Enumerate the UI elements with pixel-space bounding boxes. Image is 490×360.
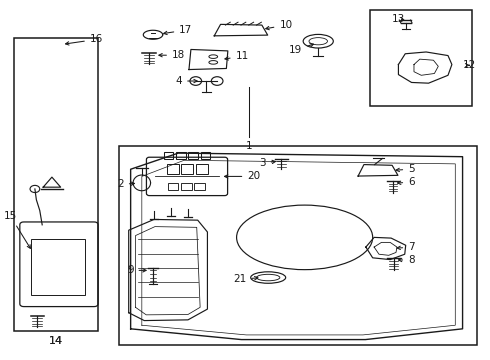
- Text: 1: 1: [245, 140, 252, 150]
- Text: 17: 17: [164, 25, 193, 35]
- Text: 21: 21: [233, 274, 258, 284]
- Bar: [181, 163, 194, 174]
- Text: 5: 5: [396, 164, 415, 174]
- Text: 20: 20: [224, 171, 260, 181]
- Text: 15: 15: [3, 211, 30, 248]
- Text: 3: 3: [259, 158, 275, 168]
- Bar: [31, 239, 85, 295]
- Text: 10: 10: [266, 20, 293, 30]
- Bar: [176, 152, 186, 159]
- Text: 4: 4: [175, 76, 197, 86]
- Text: 14: 14: [49, 336, 63, 346]
- Bar: [119, 146, 477, 345]
- Text: 6: 6: [397, 177, 415, 187]
- Bar: [168, 183, 178, 190]
- Text: 18: 18: [159, 50, 185, 60]
- Bar: [188, 152, 197, 159]
- Bar: [167, 163, 179, 174]
- Bar: [195, 183, 205, 190]
- Bar: [164, 152, 173, 159]
- Text: 19: 19: [289, 44, 314, 55]
- Text: 12: 12: [463, 60, 476, 70]
- Bar: [200, 152, 210, 159]
- Bar: [181, 183, 192, 190]
- Text: 2: 2: [117, 179, 134, 189]
- Bar: [196, 163, 208, 174]
- Text: 9: 9: [127, 265, 146, 275]
- Text: 11: 11: [225, 51, 249, 61]
- Bar: [14, 39, 98, 330]
- Text: 13: 13: [392, 14, 405, 24]
- Bar: [370, 10, 472, 107]
- Text: 14: 14: [49, 336, 63, 346]
- Text: 16: 16: [66, 35, 103, 45]
- Text: 7: 7: [397, 242, 415, 252]
- Text: 8: 8: [398, 255, 415, 265]
